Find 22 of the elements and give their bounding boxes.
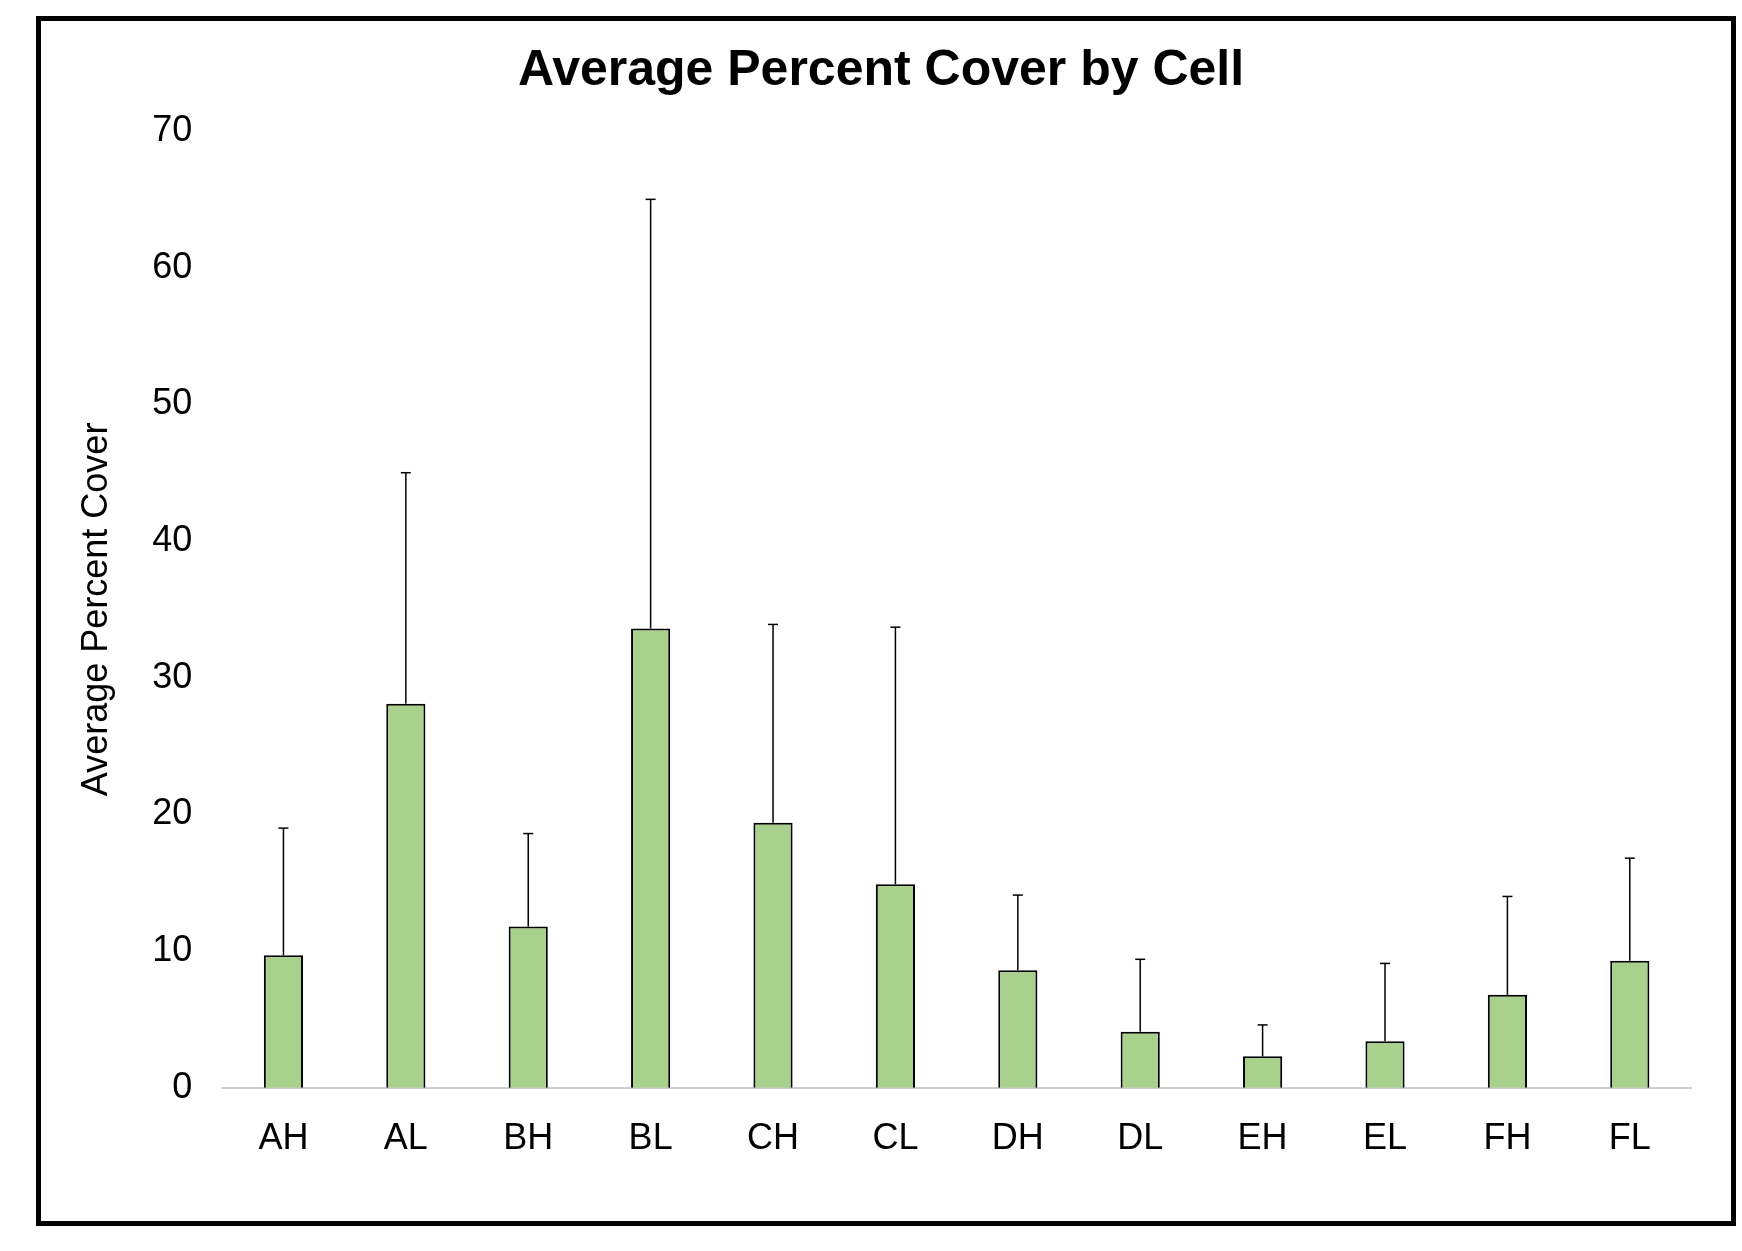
y-axis-title: Average Percent Cover bbox=[73, 422, 115, 797]
x-tick-label: BH bbox=[503, 1116, 554, 1158]
x-tick-label: FL bbox=[1608, 1116, 1651, 1158]
x-tick-label: DL bbox=[1117, 1116, 1164, 1158]
x-tick-label: DH bbox=[991, 1116, 1044, 1158]
y-tick-label: 50 bbox=[152, 381, 193, 423]
y-tick-label: 20 bbox=[152, 791, 193, 833]
x-tick-label: EL bbox=[1362, 1116, 1408, 1158]
y-tick-label: 0 bbox=[172, 1064, 193, 1106]
x-tick-label: EH bbox=[1237, 1116, 1288, 1158]
y-tick-label: 60 bbox=[152, 244, 193, 286]
y-tick-label: 30 bbox=[152, 654, 193, 696]
chart-title: Average Percent Cover by Cell bbox=[517, 39, 1245, 96]
x-tick-label: AH bbox=[258, 1116, 309, 1158]
x-tick-label: BL bbox=[628, 1116, 673, 1158]
x-tick-label: CH bbox=[747, 1116, 800, 1158]
y-tick-label: 10 bbox=[152, 928, 193, 970]
y-tick-label: 70 bbox=[152, 107, 193, 149]
x-tick-label: AL bbox=[383, 1116, 428, 1158]
x-tick-label: CL bbox=[872, 1116, 919, 1158]
y-tick-label: 40 bbox=[152, 517, 193, 559]
x-tick-label: FH bbox=[1483, 1116, 1532, 1158]
